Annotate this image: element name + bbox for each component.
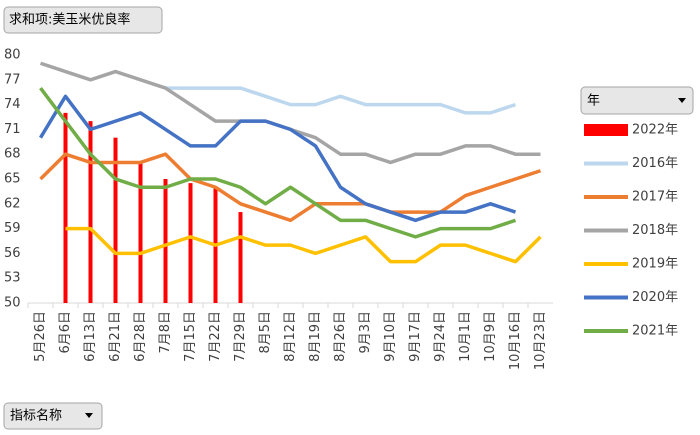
x-tick-label: 10月23日 bbox=[533, 311, 548, 370]
legend-field-label: 年 bbox=[587, 94, 600, 109]
value-field-button[interactable] bbox=[3, 6, 163, 34]
x-tick-label: 9月10日 bbox=[383, 311, 398, 362]
x-tick-label: 10月16日 bbox=[508, 311, 523, 370]
axis-field-label: 指标名称 bbox=[10, 408, 62, 424]
bar bbox=[238, 212, 243, 303]
y-tick-label: 71 bbox=[4, 122, 21, 137]
bar bbox=[113, 137, 118, 303]
x-tick-label: 10月1日 bbox=[458, 311, 473, 362]
y-tick-label: 62 bbox=[4, 196, 21, 211]
x-tick-label: 5月26日 bbox=[33, 311, 48, 362]
line-series bbox=[39, 87, 517, 239]
value-field-label: 求和项:美玉米优良率 bbox=[9, 12, 130, 28]
x-tick-label: 6月13日 bbox=[83, 311, 98, 362]
x-tick-label: 8月19日 bbox=[308, 311, 323, 362]
bar bbox=[138, 162, 143, 303]
line-series bbox=[65, 226, 542, 264]
legend-label: 2020年 bbox=[632, 290, 678, 305]
bar bbox=[188, 183, 193, 303]
y-tick-label: 65 bbox=[4, 172, 21, 187]
axis-field-button[interactable] bbox=[3, 402, 103, 430]
legend-label: 2021年 bbox=[632, 324, 678, 339]
x-tick-label: 6月21日 bbox=[108, 311, 123, 362]
y-tick-label: 74 bbox=[4, 97, 21, 112]
legend-label: 2017年 bbox=[632, 190, 678, 205]
line-series bbox=[165, 86, 517, 115]
legend-label: 2022年 bbox=[632, 123, 678, 138]
x-tick-label: 9月3日 bbox=[358, 311, 373, 354]
y-tick-label: 59 bbox=[4, 221, 21, 236]
legend-label: 2019年 bbox=[632, 257, 678, 272]
x-tick-label: 9月24日 bbox=[433, 311, 448, 362]
x-tick-label: 8月5日 bbox=[258, 311, 273, 354]
y-tick-label: 53 bbox=[4, 271, 21, 286]
x-tick-label: 7月15日 bbox=[183, 311, 198, 362]
legend-field-button[interactable] bbox=[580, 86, 694, 115]
y-tick-label: 68 bbox=[4, 147, 21, 162]
x-tick-label: 6月28日 bbox=[133, 311, 148, 362]
dropdown-arrow bbox=[85, 413, 93, 418]
line-series bbox=[39, 94, 517, 223]
y-tick-label: 50 bbox=[4, 296, 21, 311]
y-tick-label: 56 bbox=[4, 246, 21, 261]
bar bbox=[163, 179, 168, 303]
x-tick-label: 8月12日 bbox=[283, 311, 298, 362]
bar bbox=[88, 121, 93, 303]
y-tick-label: 80 bbox=[4, 48, 21, 63]
x-tick-label: 7月29日 bbox=[233, 311, 248, 362]
bar bbox=[63, 112, 68, 303]
x-tick-label: 9月17日 bbox=[408, 311, 423, 362]
x-tick-label: 7月22日 bbox=[208, 311, 223, 362]
line-series bbox=[39, 152, 542, 223]
x-tick-label: 10月9日 bbox=[483, 311, 498, 362]
legend-label: 2018年 bbox=[632, 223, 678, 238]
y-tick-label: 77 bbox=[4, 72, 21, 87]
x-tick-label: 6月6日 bbox=[58, 311, 73, 354]
x-tick-label: 7月8日 bbox=[158, 311, 173, 354]
x-tick-label: 8月26日 bbox=[333, 311, 348, 362]
dropdown-arrow bbox=[678, 98, 686, 103]
legend-label: 2016年 bbox=[632, 156, 678, 171]
legend-swatch bbox=[584, 124, 628, 136]
